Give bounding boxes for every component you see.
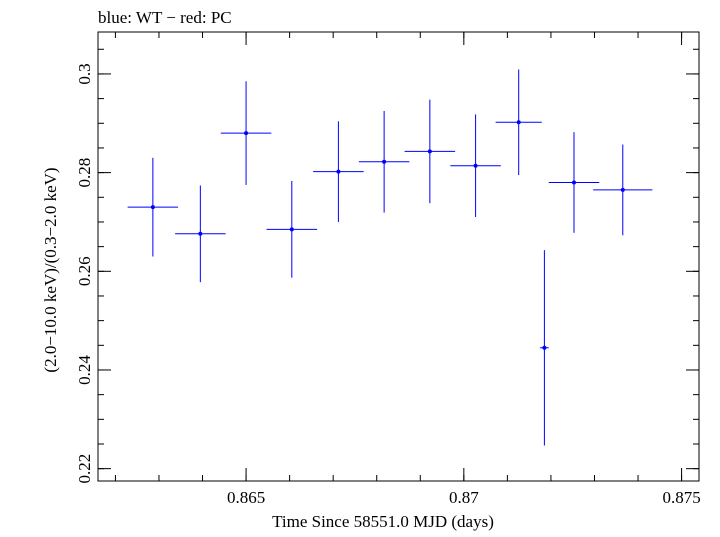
data-point	[358, 110, 410, 213]
point-marker	[289, 227, 294, 232]
point-marker	[473, 163, 478, 168]
y-tick-label: 0.28	[75, 158, 94, 188]
data-points	[127, 69, 653, 446]
data-point	[593, 144, 653, 236]
tick-labels: 0.865 0.87 0.875 0.22 0.24 0.26 0.28 0.3	[75, 63, 701, 507]
plot-frame	[97, 31, 700, 482]
point-marker	[542, 345, 547, 350]
data-point	[495, 69, 542, 176]
point-marker	[150, 205, 155, 210]
x-axis-label: Time Since 58551.0 MJD (days)	[272, 512, 494, 531]
point-marker	[198, 231, 203, 236]
data-point	[313, 121, 364, 222]
x-tick-label: 0.87	[449, 488, 479, 507]
data-point	[175, 185, 226, 283]
data-point	[220, 81, 272, 185]
y-tick-label: 0.3	[75, 63, 94, 84]
y-tick-label: 0.24	[75, 355, 94, 385]
data-point	[266, 181, 318, 278]
axis-ticks	[98, 32, 699, 481]
point-marker	[382, 159, 387, 164]
data-point	[404, 99, 456, 204]
data-point	[450, 114, 501, 218]
y-axis-label: (2.0−10.0 keV)/(0.3−2.0 keV)	[41, 167, 60, 372]
data-point	[540, 250, 549, 446]
data-point	[127, 157, 179, 257]
y-tick-label: 0.22	[75, 454, 94, 484]
point-marker	[336, 169, 341, 174]
point-marker	[427, 149, 432, 154]
point-marker	[244, 131, 249, 136]
point-marker	[516, 120, 521, 125]
x-tick-label: 0.875	[662, 488, 700, 507]
data-point	[548, 132, 600, 233]
point-marker	[620, 187, 625, 192]
point-marker	[572, 180, 577, 185]
y-tick-label: 0.26	[75, 256, 94, 286]
x-tick-label: 0.865	[227, 488, 265, 507]
chart-title: blue: WT − red: PC	[98, 8, 232, 27]
